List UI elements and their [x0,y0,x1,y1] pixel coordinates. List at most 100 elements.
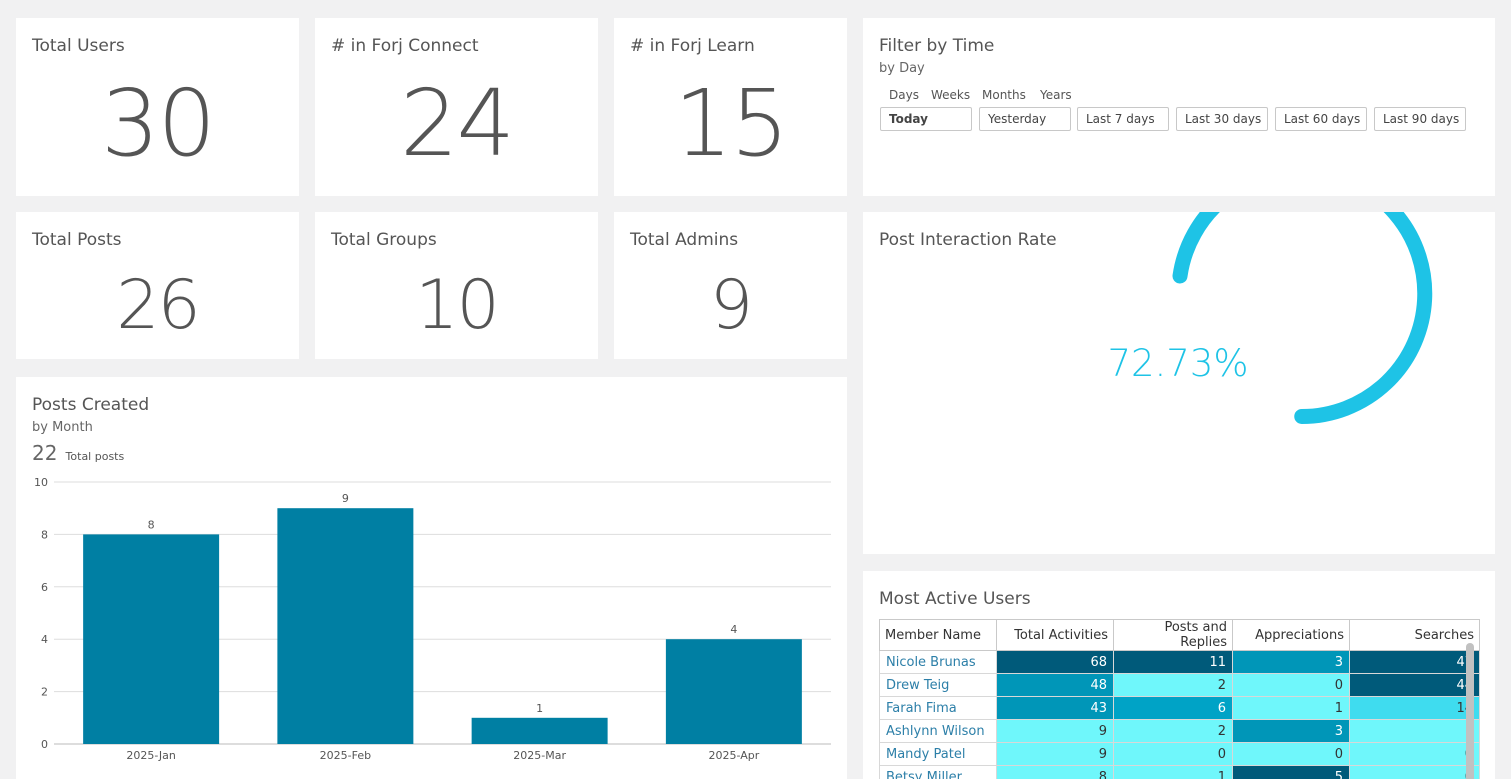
member-name-link[interactable]: Mandy Patel [879,742,997,766]
tab-years[interactable]: Years [1040,88,1072,102]
kpi-total-users: Total Users 30 [16,18,299,196]
bar [277,508,414,744]
metric-cell: 0 [1349,742,1480,766]
y-tick-label: 6 [41,581,48,594]
filter-title: Filter by Time [879,36,995,56]
kpi-title: Total Posts [32,230,122,250]
bar [665,639,802,744]
most-active-users-card: Most Active Users Member Name Total Acti… [863,571,1495,779]
total-posts-label: Total posts [65,450,125,463]
metric-cell: 2 [1113,719,1233,743]
metric-cell: 14 [1349,696,1480,720]
metric-cell: 9 [996,719,1114,743]
y-tick-label: 10 [34,476,48,489]
metric-cell: 0 [1349,765,1480,779]
tab-months[interactable]: Months [982,88,1026,102]
posts-bar-chart: 0 2 4 6 8 10 8 2025-Jan 9 2025-Feb 1 2025-Mar 4 2025-… [34,476,831,762]
col-searches[interactable]: Searches [1349,619,1480,651]
users-table-body: Nicole Brunas 68 11 3 47 Drew Teig 48 2 0 44 Farah… [879,650,1480,779]
table-scrollbar[interactable] [1466,643,1474,779]
table-header-row: Member Name Total Activities Posts and R… [879,619,1480,651]
last-90-days-button[interactable]: Last 90 days [1374,107,1466,131]
kpi-total-groups: Total Groups 10 [315,212,598,359]
kpi-value: 26 [116,266,201,345]
col-posts-replies[interactable]: Posts and Replies [1113,619,1233,651]
kpi-title: # in Forj Learn [630,36,755,56]
posts-created-card: Posts Created by Month 22 Total posts 0 2… [16,377,847,779]
chart-subtitle: by Month [32,420,93,435]
metric-cell: 8 [996,765,1114,779]
kpi-forj-learn: # in Forj Learn 15 [614,18,847,196]
member-name-link[interactable]: Farah Fima [879,696,997,720]
y-tick-label: 4 [41,633,48,646]
member-name-link[interactable]: Nicole Brunas [879,650,997,674]
metric-cell: 1 [1232,696,1350,720]
bar-value-label: 8 [148,518,155,531]
bar-value-label: 9 [342,492,349,505]
users-table-title: Most Active Users [879,589,1031,609]
x-tick-label: 2025-Jan [126,749,176,762]
interaction-title: Post Interaction Rate [879,230,1057,250]
last-60-days-button[interactable]: Last 60 days [1275,107,1367,131]
metric-cell: 1 [1349,719,1480,743]
bar [471,717,608,744]
metric-cell: 0 [1232,673,1350,697]
metric-cell: 43 [996,696,1114,720]
x-tick-label: 2025-Mar [513,749,566,762]
x-tick-label: 2025-Feb [320,749,371,762]
x-tick-label: 2025-Apr [708,749,759,762]
post-interaction-rate-card: Post Interaction Rate 72.73% [863,212,1495,554]
metric-cell: 2 [1113,673,1233,697]
metric-cell: 1 [1113,765,1233,779]
metric-cell: 5 [1232,765,1350,779]
metric-cell: 6 [1113,696,1233,720]
table-row[interactable]: Mandy Patel9000 [879,742,1480,766]
kpi-forj-connect: # in Forj Connect 24 [315,18,598,196]
table-row[interactable]: Nicole Brunas 68 11 3 47 [879,650,1480,674]
metric-cell: 3 [1232,650,1350,674]
gauge-arc [1172,212,1433,424]
interaction-rate-value: 72.73% [1107,342,1249,385]
tab-days[interactable]: Days [889,88,919,102]
yesterday-button[interactable]: Yesterday [979,107,1071,131]
y-tick-label: 8 [41,528,48,541]
last-30-days-button[interactable]: Last 30 days [1176,107,1268,131]
member-name-link[interactable]: Drew Teig [879,673,997,697]
today-button[interactable]: Today [880,107,972,131]
filter-by-time-card: Filter by Time by Day Days Weeks Months … [863,18,1495,196]
bar-value-label: 4 [730,623,737,636]
metric-cell: 0 [1113,742,1233,766]
bar-value-label: 1 [536,702,543,715]
filter-subtitle: by Day [879,61,925,76]
col-appreciations[interactable]: Appreciations [1232,619,1350,651]
tab-weeks[interactable]: Weeks [931,88,971,102]
col-total-activities[interactable]: Total Activities [996,619,1114,651]
chart-title: Posts Created [32,395,150,415]
kpi-total-admins: Total Admins 9 [614,212,847,359]
y-tick-label: 0 [41,738,48,751]
total-posts-summary: 22 Total posts [32,441,124,465]
kpi-value: 9 [709,266,753,345]
col-member-name[interactable]: Member Name [879,619,997,651]
member-name-link[interactable]: Ashlynn Wilson [879,719,997,743]
kpi-value: 10 [415,266,500,345]
metric-cell: 3 [1232,719,1350,743]
kpi-title: Total Admins [630,230,739,250]
y-tick-label: 2 [41,686,48,699]
table-row[interactable]: Ashlynn Wilson9231 [879,719,1480,743]
kpi-title: # in Forj Connect [331,36,479,56]
table-row[interactable]: Farah Fima 43 6 1 14 [879,696,1480,720]
member-name-link[interactable]: Betsy Miller [879,765,997,779]
kpi-value: 30 [100,70,216,177]
table-row[interactable]: Drew Teig 48 2 0 44 [879,673,1480,697]
total-posts-value: 22 [32,441,58,465]
metric-cell: 44 [1349,673,1480,697]
metric-cell: 48 [996,673,1114,697]
kpi-total-posts: Total Posts 26 [16,212,299,359]
interaction-gauge [1172,212,1433,424]
kpi-value: 24 [399,70,515,177]
table-row[interactable]: Betsy Miller8150 [879,765,1480,779]
users-table: Member Name Total Activities Posts and R… [879,619,1480,779]
kpi-title: Total Users [32,36,125,56]
last-7-days-button[interactable]: Last 7 days [1077,107,1169,131]
